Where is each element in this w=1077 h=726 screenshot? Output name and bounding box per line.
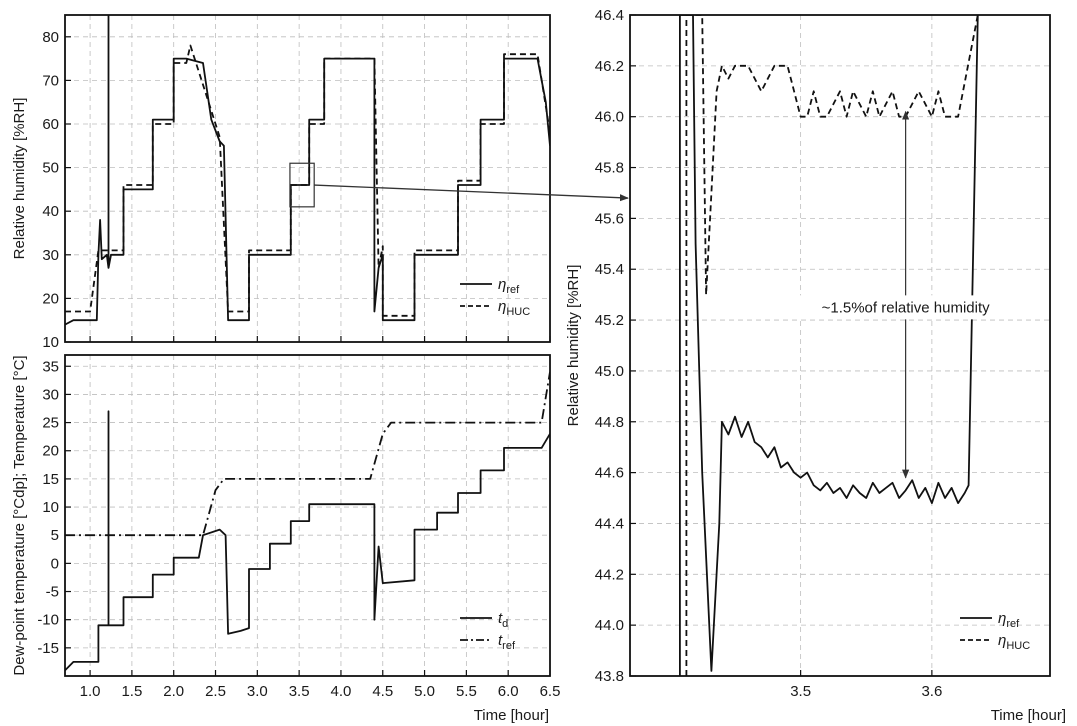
series-line-0	[65, 15, 550, 326]
x-tick-label: 6.5	[540, 683, 561, 700]
y-tick-label: 45.2	[595, 312, 624, 329]
y-tick-label: 0	[51, 555, 59, 572]
y-tick-label: -5	[46, 584, 59, 601]
y-tick-label: 46.0	[595, 109, 624, 126]
zoom-connector-layer	[314, 184, 629, 202]
x-axis-title: Time [hour]	[991, 707, 1066, 724]
legend-label: ηHUC	[498, 298, 530, 318]
x-tick-label: 4.0	[331, 683, 352, 700]
legend-label: ηHUC	[998, 632, 1030, 652]
y-tick-label: 45.0	[595, 363, 624, 380]
y-tick-label: 44.0	[595, 617, 624, 634]
legend: td tref	[460, 610, 516, 652]
y-axis-title: Dew-point temperature [°Cdp]; Temperatur…	[11, 355, 28, 675]
x-tick-label: 4.5	[372, 683, 393, 700]
y-tick-label: 5	[51, 527, 59, 544]
plot-frame	[64, 14, 551, 343]
legend-label: ηref	[998, 610, 1020, 630]
x-tick-label: 3.5	[289, 683, 310, 700]
y-tick-label: 46.4	[595, 7, 624, 24]
grid	[65, 15, 550, 342]
y-tick-label: 44.2	[595, 566, 624, 583]
x-tick-label: 2.5	[205, 683, 226, 700]
plot-frame	[629, 14, 1051, 677]
y-tick-label: 46.2	[595, 58, 624, 75]
x-tick-label: 5.0	[414, 683, 435, 700]
series-line-1	[65, 44, 550, 317]
y-tick-label: 20	[42, 443, 59, 460]
y-tick-label: 30	[42, 247, 59, 264]
y-tick-label: 70	[42, 72, 59, 89]
y-tick-label: 45.8	[595, 160, 624, 177]
series-line-0	[65, 410, 550, 672]
y-tick-label: -10	[37, 612, 59, 629]
series-line-1	[65, 371, 550, 537]
chart-bottom-left: -15 -10 -5 0 5 10 15 20 25 30 35 1.0 1.5 2.0 2.5 3.0 3.5…	[11, 354, 561, 724]
y-tick-label: 43.8	[595, 668, 624, 685]
x-tick-label: 6.0	[498, 683, 519, 700]
y-tick-label: 10	[42, 499, 59, 516]
y-tick-label: 30	[42, 386, 59, 403]
y-tick-label: 35	[42, 358, 59, 375]
x-tick-label: 1.0	[80, 683, 101, 700]
y-tick-label: 80	[42, 29, 59, 46]
grid	[630, 15, 1050, 676]
series-line-0	[679, 15, 979, 676]
grid	[65, 355, 550, 676]
y-tick-label: 50	[42, 160, 59, 177]
y-axis-title: Relative humidity [%RH]	[565, 265, 582, 427]
legend-label: tref	[498, 632, 516, 652]
y-tick-label: 44.4	[595, 515, 624, 532]
y-tick-label: -15	[37, 640, 59, 657]
y-tick-label: 25	[42, 415, 59, 432]
y-tick-label: 44.8	[595, 414, 624, 431]
y-tick-label: 40	[42, 203, 59, 220]
zoom-connector-arrow	[314, 184, 629, 202]
annotation-background	[794, 295, 1017, 320]
legend-label: ηref	[498, 276, 520, 296]
x-tick-label: 5.5	[456, 683, 477, 700]
x-tick-label: 2.0	[163, 683, 184, 700]
chart-right: 43.8 44.0 44.2 44.4 44.6 44.8 45.0 45.2 45.4 45.6…	[565, 7, 1066, 724]
x-tick-label: 3.6	[921, 683, 942, 700]
annotation-text: ~1.5%of relative humidity	[822, 299, 991, 316]
y-tick-label: 45.6	[595, 210, 624, 227]
series-line-1	[685, 15, 979, 676]
y-tick-label: 15	[42, 471, 59, 488]
x-axis-title: Time [hour]	[474, 707, 549, 724]
x-tick-label: 3.5	[790, 683, 811, 700]
chart-top-left: 10 20 30 40 50 60 70 80 Relative humidity [%RH] η…	[11, 14, 551, 351]
y-tick-label: 10	[42, 334, 59, 351]
legend-label: td	[498, 610, 508, 630]
plot-frame	[64, 354, 551, 677]
y-tick-label: 60	[42, 116, 59, 133]
x-tick-label: 1.5	[121, 683, 142, 700]
y-tick-label: 45.4	[595, 261, 624, 278]
y-tick-label: 20	[42, 290, 59, 307]
y-tick-label: 44.6	[595, 465, 624, 482]
x-tick-label: 3.0	[247, 683, 268, 700]
y-axis-title: Relative humidity [%RH]	[11, 98, 28, 260]
